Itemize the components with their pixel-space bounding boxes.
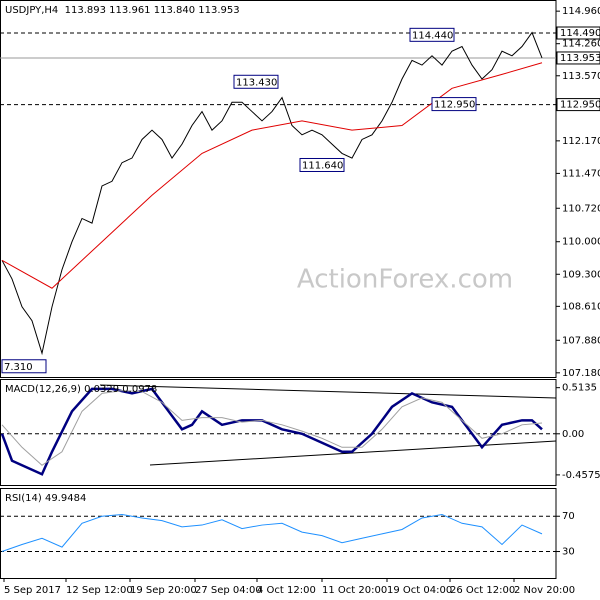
y-tick-label: 114.260 [562, 39, 600, 50]
annotation-box [431, 97, 477, 112]
y-tick-label: 114.960 [562, 6, 600, 17]
y-tick-label: 107.880 [562, 335, 600, 346]
level-label: 114.490 [560, 28, 600, 39]
level-box [556, 51, 600, 65]
series-line [1, 31, 543, 356]
y-tick-label: 110.000 [562, 237, 600, 248]
x-tick-label: 5 Sep 2017 [4, 585, 61, 596]
annotation-label: 7.310 [4, 362, 33, 373]
trend-line [149, 440, 557, 466]
x-tick-label: 2 Nov 20:00 [514, 585, 575, 596]
series-line [1, 513, 543, 553]
series-line [1, 390, 543, 466]
y-tick-label: 113.570 [562, 71, 600, 82]
y-tick-label: 107.180 [562, 368, 600, 379]
y-tick-label: 0.5135 [562, 383, 597, 394]
annotation-box [233, 74, 279, 89]
panel-title: RSI(14) 49.9484 [5, 493, 86, 504]
panel-frame [0, 379, 557, 486]
x-tick-label: 19 Sep 20:00 [130, 585, 197, 596]
y-tick-label: 70 [562, 511, 575, 522]
watermark: ActionForex.com [297, 265, 513, 295]
annotation-label: 112.950 [434, 100, 475, 111]
y-tick-label: 108.610 [562, 301, 600, 312]
x-tick-label: 26 Oct 12:00 [450, 585, 515, 596]
y-tick-label: 0.00 [562, 429, 584, 440]
x-tick-label: 19 Oct 04:00 [387, 585, 452, 596]
annotation-label: 114.440 [412, 30, 453, 41]
series-line [1, 62, 543, 289]
x-tick-label: 12 Sep 12:00 [66, 585, 133, 596]
y-tick-label: 110.720 [562, 203, 600, 214]
x-tick-label: 4 Oct 12:00 [257, 585, 316, 596]
y-tick-label: 112.170 [562, 136, 600, 147]
y-tick-label: 30 [562, 547, 575, 558]
y-tick-label: -0.4575 [562, 470, 600, 481]
level-box [556, 98, 600, 112]
annotation-box [299, 157, 345, 172]
annotation-box [409, 27, 455, 42]
panel-title: USDJPY,H4 113.893 113.961 113.840 113.95… [5, 5, 240, 16]
panel-title: MACD(12,26,9) 0.0329 0.0978 [5, 384, 157, 395]
y-tick-label: 109.300 [562, 269, 600, 280]
annotation-label: 113.430 [236, 77, 277, 88]
trend-line [99, 384, 557, 399]
annotation-label: 111.640 [302, 160, 343, 171]
x-tick-label: 27 Sep 04:00 [195, 585, 262, 596]
level-label: 112.950 [560, 100, 600, 111]
level-label: 113.953 [560, 53, 600, 64]
y-tick-label: 111.470 [562, 168, 600, 179]
x-tick-label: 11 Oct 20:00 [322, 585, 387, 596]
panel-frame [0, 488, 557, 579]
panel-frame [0, 0, 557, 378]
level-box [556, 26, 600, 40]
annotation-box [1, 359, 47, 374]
